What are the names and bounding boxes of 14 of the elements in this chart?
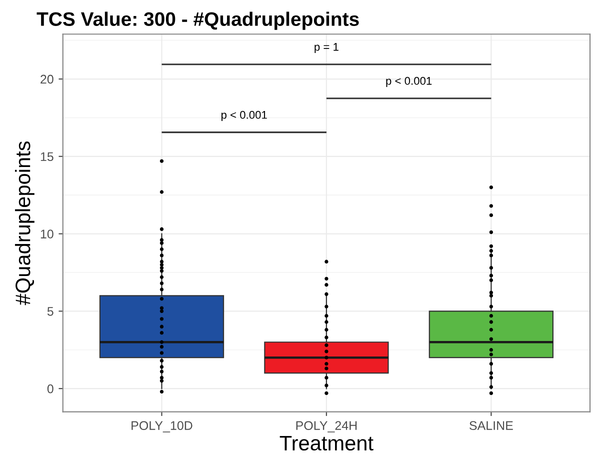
y-tick-label: 10 [40,230,54,238]
annotation: p < 0.001 [221,110,267,121]
y-axis-title: #Quadruplepoints [14,141,34,306]
y-tick-label: 0 [47,384,54,394]
chart-title: TCS Value: 300 - #Quadruplepoints [36,12,359,30]
y-tick-label: 5 [47,307,54,316]
annotation: p < 0.001 [386,76,432,87]
y-tick-label: 15 [40,152,54,162]
x-tick-label: POLY_10D [132,421,192,432]
x-tick-label: SALINE [470,421,513,430]
x-tick-label: POLY_24H [296,421,357,432]
x-axis-title: Treatment [280,436,374,451]
annotation: p = 1 [314,43,338,54]
y-tick-label: 20 [40,74,54,84]
